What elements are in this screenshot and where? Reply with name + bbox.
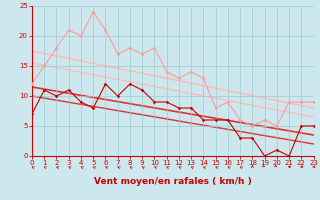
X-axis label: Vent moyen/en rafales ( km/h ): Vent moyen/en rafales ( km/h ) [94,177,252,186]
